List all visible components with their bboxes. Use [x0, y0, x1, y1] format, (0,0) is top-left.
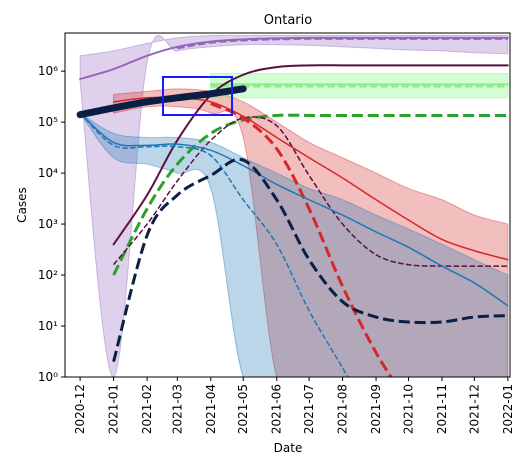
x-tick-label: 2021-05 — [236, 384, 250, 434]
y-tick-label: 10⁶ — [38, 64, 58, 78]
y-axis-label: Cases — [15, 187, 29, 223]
x-tick-label: 2020-12 — [73, 384, 87, 434]
series-line — [177, 37, 508, 50]
x-tick-label: 2021-01 — [107, 384, 121, 434]
series-line — [112, 64, 509, 246]
y-tick-label: 10⁵ — [38, 115, 58, 129]
y-tick-label: 10⁴ — [38, 166, 58, 180]
x-tick-label: 2022-01 — [501, 384, 515, 434]
plot-area — [76, 34, 509, 377]
series-line — [112, 113, 508, 276]
x-tick-label: 2021-02 — [140, 384, 154, 434]
x-tick-label: 2021-08 — [336, 384, 350, 434]
series-line — [79, 112, 349, 377]
x-tick-label: 2021-12 — [467, 384, 481, 434]
confidence-band — [79, 34, 509, 377]
x-tick-label: 2021-06 — [270, 384, 284, 434]
x-tick-label: 2021-09 — [369, 384, 383, 434]
series-line — [112, 157, 508, 363]
x-tick-label: 2021-10 — [401, 384, 415, 434]
highlight-box — [162, 76, 233, 116]
x-tick-label: 2021-07 — [302, 384, 316, 434]
y-tick-label: 10² — [38, 268, 58, 282]
plot-frame — [64, 32, 511, 378]
y-tick-label: 10⁰ — [38, 370, 58, 384]
y-tick-label: 10³ — [38, 217, 58, 231]
confidence-band — [79, 112, 509, 377]
series-line — [79, 36, 509, 81]
x-axis-label: Date — [274, 441, 303, 455]
confidence-band — [113, 88, 509, 377]
x-tick-label: 2021-04 — [204, 384, 218, 434]
chart-title: Ontario — [264, 13, 312, 28]
series-line — [79, 112, 509, 307]
series-line — [210, 102, 393, 377]
x-tick-label: 2021-03 — [170, 384, 184, 434]
y-tick-label: 10¹ — [38, 319, 58, 333]
x-tick-label: 2021-11 — [435, 384, 449, 434]
